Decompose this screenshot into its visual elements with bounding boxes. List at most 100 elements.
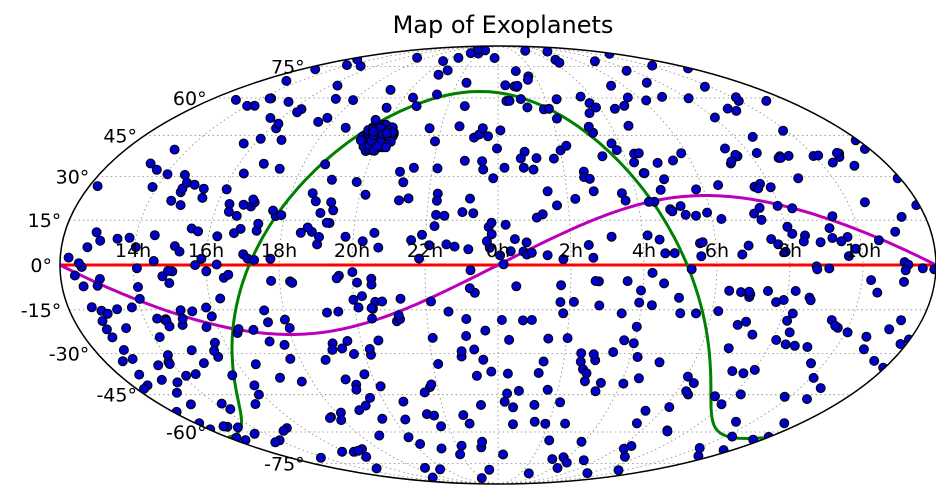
- exoplanet-point: [761, 95, 772, 106]
- exoplanet-point: [238, 138, 249, 149]
- exoplanet-point: [495, 250, 506, 261]
- exoplanet-point: [302, 222, 313, 233]
- exoplanet-point: [597, 151, 608, 162]
- exoplanet-point: [431, 209, 442, 220]
- exoplanet-point: [676, 148, 687, 159]
- exoplanet-point: [543, 103, 554, 114]
- exoplanet-point: [249, 380, 260, 391]
- exoplanet-point: [97, 316, 108, 326]
- exoplanet-point: [130, 242, 141, 253]
- exoplanet-point: [124, 232, 135, 243]
- exoplanet-point: [406, 235, 417, 246]
- exoplanet-point: [322, 307, 332, 318]
- exoplanet-point: [148, 256, 159, 266]
- exoplanet-points: [63, 46, 936, 484]
- exoplanet-point: [531, 212, 542, 223]
- exoplanet-point: [632, 352, 643, 362]
- exoplanet-point: [594, 300, 605, 311]
- lat-tick-label: 15°: [28, 210, 62, 232]
- exoplanet-point: [436, 421, 447, 432]
- exoplanet-point: [502, 388, 513, 399]
- exoplanet-point: [683, 93, 694, 104]
- exoplanet-point: [366, 303, 377, 313]
- exoplanet-point: [727, 366, 738, 377]
- exoplanet-point: [633, 373, 644, 384]
- exoplanet-point: [355, 135, 366, 146]
- exoplanet-point: [720, 143, 730, 154]
- exoplanet-point: [227, 370, 238, 381]
- exoplanet-point: [121, 323, 132, 334]
- exoplanet-point: [866, 275, 877, 286]
- exoplanet-point: [664, 402, 675, 413]
- exoplanet-point: [861, 331, 872, 342]
- exoplanet-point: [453, 52, 464, 63]
- exoplanet-point: [779, 418, 790, 429]
- exoplanet-point: [667, 206, 678, 217]
- exoplanet-point: [815, 237, 826, 248]
- exoplanet-point: [778, 125, 789, 136]
- lon-tick-label: 0h: [486, 240, 510, 262]
- exoplanet-point: [526, 315, 537, 325]
- exoplanet-point: [360, 189, 371, 200]
- exoplanet-point: [500, 219, 511, 230]
- exoplanet-point: [618, 378, 629, 389]
- exoplanet-point: [381, 102, 392, 113]
- exoplanet-point: [827, 211, 838, 222]
- exoplanet-point: [716, 399, 727, 410]
- exoplanet-point: [212, 231, 223, 242]
- exoplanet-point: [468, 208, 479, 219]
- exoplanet-point: [480, 325, 491, 336]
- exoplanet-point: [620, 195, 631, 206]
- exoplanet-point: [151, 164, 162, 175]
- exoplanet-point: [273, 118, 284, 129]
- exoplanet-point: [628, 338, 639, 349]
- exoplanet-point: [518, 315, 528, 326]
- exoplanet-point: [631, 418, 642, 429]
- exoplanet-point: [702, 207, 713, 218]
- exoplanet-point: [731, 105, 742, 116]
- exoplanet-point: [606, 80, 617, 91]
- exoplanet-point: [878, 362, 889, 373]
- exoplanet-point: [780, 246, 791, 257]
- exoplanet-point: [284, 323, 295, 333]
- exoplanet-point: [442, 65, 453, 76]
- exoplanet-point: [275, 372, 285, 383]
- exoplanet-point: [340, 122, 351, 133]
- exoplanet-point: [669, 248, 680, 259]
- exoplanet-point: [263, 317, 273, 328]
- exoplanet-point: [325, 413, 335, 423]
- exoplanet-point: [360, 400, 371, 411]
- grid-meridian: [497, 46, 864, 484]
- exoplanet-point: [609, 103, 620, 114]
- exoplanet-point: [890, 226, 901, 237]
- exoplanet-point: [849, 160, 860, 171]
- exoplanet-point: [738, 368, 749, 379]
- exoplanet-point: [640, 405, 651, 416]
- exoplanet-point: [403, 193, 414, 204]
- exoplanet-point: [464, 418, 475, 429]
- exoplanet-point: [270, 437, 281, 448]
- exoplanet-point: [542, 46, 553, 57]
- exoplanet-point: [578, 455, 589, 466]
- exoplanet-point: [412, 52, 423, 63]
- exoplanet-point: [233, 324, 244, 335]
- exoplanet-point: [691, 210, 701, 221]
- exoplanet-point: [216, 398, 227, 409]
- exoplanet-point: [400, 414, 411, 425]
- exoplanet-point: [576, 348, 587, 359]
- exoplanet-point: [276, 135, 287, 145]
- exoplanet-point: [619, 100, 630, 111]
- exoplanet-point: [496, 315, 507, 325]
- chart-title: Map of Exoplanets: [393, 11, 614, 39]
- lat-tick-label: -75°: [264, 453, 305, 475]
- exoplanet-point: [477, 123, 488, 134]
- exoplanet-point: [102, 308, 113, 319]
- exoplanet-point: [872, 287, 883, 298]
- exoplanet-point: [674, 292, 684, 303]
- exoplanet-point: [747, 131, 758, 142]
- exoplanet-point: [654, 234, 665, 245]
- exoplanet-point: [377, 413, 388, 424]
- exoplanet-point: [340, 231, 351, 242]
- lat-tick-label: 45°: [103, 125, 137, 147]
